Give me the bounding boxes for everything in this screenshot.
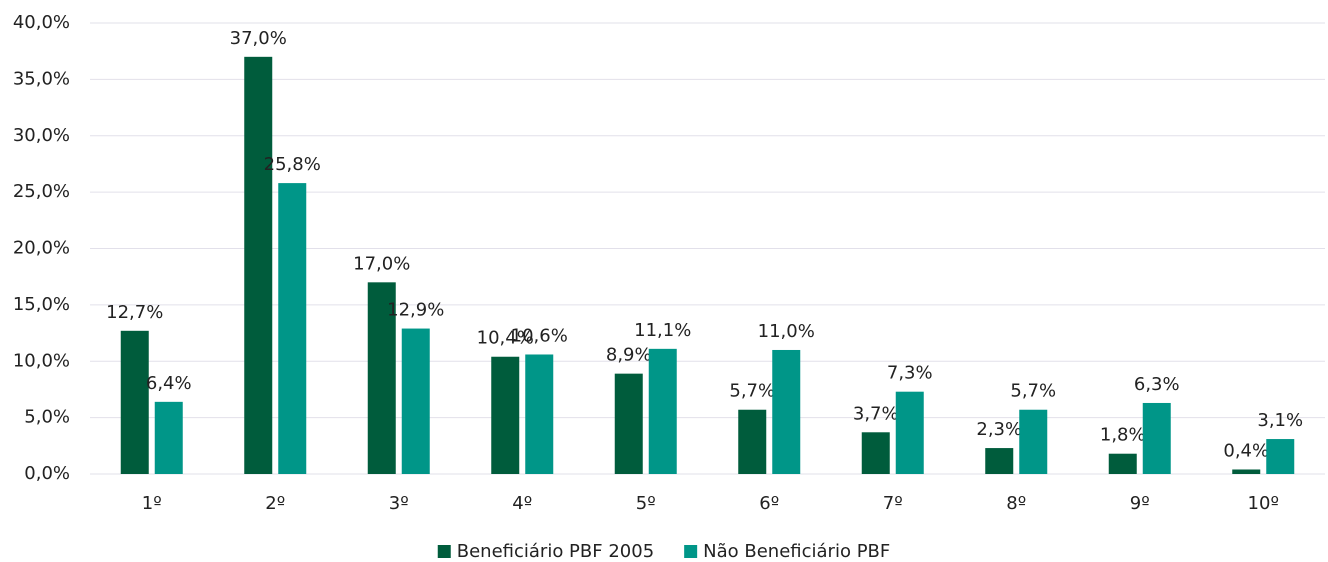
data-label: 0,4% — [1223, 440, 1269, 461]
data-label: 6,3% — [1134, 374, 1180, 395]
x-tick-label: 8º — [1006, 493, 1026, 514]
data-label: 11,0% — [758, 321, 815, 342]
bar — [985, 448, 1014, 474]
y-tick-label: 15,0% — [13, 294, 70, 315]
data-label: 11,1% — [634, 320, 691, 341]
y-tick-label: 0,0% — [24, 463, 70, 484]
bar — [895, 391, 924, 474]
bar — [614, 373, 643, 474]
bar — [1108, 453, 1137, 474]
data-label: 37,0% — [230, 28, 287, 49]
legend-swatch — [437, 545, 451, 558]
bar — [491, 356, 520, 474]
bar — [738, 409, 767, 474]
data-label: 5,7% — [729, 381, 775, 402]
x-tick-label: 2º — [265, 493, 285, 514]
y-tick-label: 40,0% — [13, 12, 70, 33]
data-label: 3,1% — [1257, 410, 1303, 431]
y-tick-label: 30,0% — [13, 125, 70, 146]
x-tick-label: 1º — [142, 493, 162, 514]
data-label: 10,6% — [511, 325, 568, 346]
data-label: 5,7% — [1010, 381, 1056, 402]
x-tick-label: 3º — [389, 493, 409, 514]
data-label: 8,9% — [606, 345, 652, 366]
y-tick-label: 35,0% — [13, 68, 70, 89]
data-label: 17,0% — [353, 253, 410, 274]
y-tick-label: 5,0% — [24, 407, 70, 428]
x-tick-label: 9º — [1130, 493, 1150, 514]
bar — [1142, 402, 1171, 474]
bar — [154, 401, 183, 474]
bar — [1266, 439, 1295, 474]
data-label: 25,8% — [264, 154, 321, 175]
x-tick-label: 5º — [636, 493, 656, 514]
bar — [648, 348, 677, 474]
bar — [401, 328, 430, 474]
legend-label: Beneficiário PBF 2005 — [457, 541, 654, 562]
legend-label: Não Beneficiário PBF — [703, 541, 890, 562]
data-label: 6,4% — [146, 373, 192, 394]
bar — [278, 183, 307, 475]
bar — [244, 56, 273, 474]
data-label: 7,3% — [887, 363, 933, 384]
bar — [525, 354, 554, 474]
bar — [772, 349, 801, 474]
x-tick-label: 6º — [759, 493, 779, 514]
bar — [861, 432, 890, 474]
data-label: 12,7% — [106, 302, 163, 323]
x-tick-label: 4º — [512, 493, 532, 514]
x-tick-label: 10º — [1248, 493, 1279, 514]
data-label: 3,7% — [853, 403, 899, 424]
legend-swatch — [684, 545, 698, 558]
y-tick-label: 25,0% — [13, 181, 70, 202]
bar — [120, 330, 149, 474]
data-label: 1,8% — [1100, 425, 1146, 446]
y-tick-label: 20,0% — [13, 238, 70, 259]
data-label: 12,9% — [387, 300, 444, 321]
bar — [1019, 409, 1048, 474]
data-label: 2,3% — [976, 419, 1022, 440]
bar — [1232, 469, 1261, 474]
bar — [367, 282, 396, 474]
x-tick-label: 7º — [883, 493, 903, 514]
data-label: 10,4% — [477, 328, 534, 349]
y-tick-label: 10,0% — [13, 350, 70, 371]
